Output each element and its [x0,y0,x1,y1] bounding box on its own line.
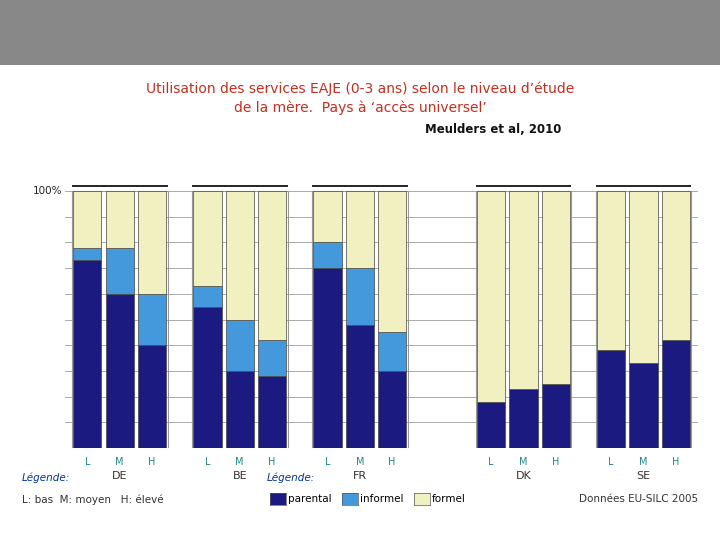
Bar [138,346,166,448]
Text: DE: DE [112,471,127,481]
Bar [346,325,374,448]
Bar [258,191,286,340]
Text: H: H [148,457,156,467]
Bar [225,371,254,448]
Text: L: bas  M: moyen   H: élevé: L: bas M: moyen H: élevé [22,494,163,505]
Bar [225,320,254,371]
Bar [629,363,657,448]
Text: Données EU-SILC 2005: Données EU-SILC 2005 [580,495,698,504]
Text: informel: informel [360,495,403,504]
Bar [193,191,222,286]
Text: L: L [608,457,614,467]
Bar [313,268,341,448]
Text: formel: formel [432,495,466,504]
Text: 100%: 100% [32,186,62,196]
Text: de la mère.  Pays à ‘accès universel’: de la mère. Pays à ‘accès universel’ [233,101,487,115]
Bar [138,191,166,294]
Bar [313,191,341,242]
Text: DK: DK [516,471,531,481]
Bar [476,191,571,448]
Text: H: H [552,457,559,467]
Bar [192,191,287,448]
Text: M: M [639,457,648,467]
Bar [477,402,505,448]
Text: M: M [115,457,124,467]
Bar [258,340,286,376]
Bar [312,191,408,448]
Bar [595,191,691,448]
Bar [225,191,254,320]
Text: H: H [269,457,276,467]
Bar [378,333,406,371]
Text: Légende:: Légende: [22,472,70,483]
Text: H: H [388,457,396,467]
Bar [597,191,625,350]
Text: M: M [356,457,364,467]
Bar [193,307,222,448]
Bar [509,191,538,389]
Text: H: H [672,457,680,467]
Bar [541,384,570,448]
Text: FR: FR [353,471,367,481]
Text: Meulders et al, 2010: Meulders et al, 2010 [425,123,562,136]
Bar [629,191,657,363]
Bar [73,248,102,260]
Text: BE: BE [233,471,247,481]
Text: Utilisation des services EAJE (0-3 ans) selon le niveau d’étude: Utilisation des services EAJE (0-3 ans) … [146,82,574,96]
Bar [72,191,168,448]
Bar [106,191,134,248]
Bar [346,268,374,325]
Bar [662,191,690,340]
Bar [378,191,406,333]
Bar [477,191,505,402]
Text: L: L [85,457,90,467]
Bar [258,376,286,448]
Bar [73,191,102,248]
Bar [378,371,406,448]
Bar [138,294,166,346]
Text: M: M [235,457,244,467]
Bar [597,350,625,448]
Bar [73,260,102,448]
Text: L: L [204,457,210,467]
Text: parental: parental [288,495,332,504]
Bar [662,340,690,448]
Bar [313,242,341,268]
Bar [541,191,570,384]
Bar [509,389,538,448]
Bar [346,191,374,268]
Text: L: L [325,457,330,467]
Bar [106,248,134,294]
Text: L: L [488,457,494,467]
Text: Légende:: Légende: [266,472,315,483]
Text: M: M [519,457,528,467]
Bar [193,286,222,307]
Text: SE: SE [636,471,651,481]
Bar [106,294,134,448]
